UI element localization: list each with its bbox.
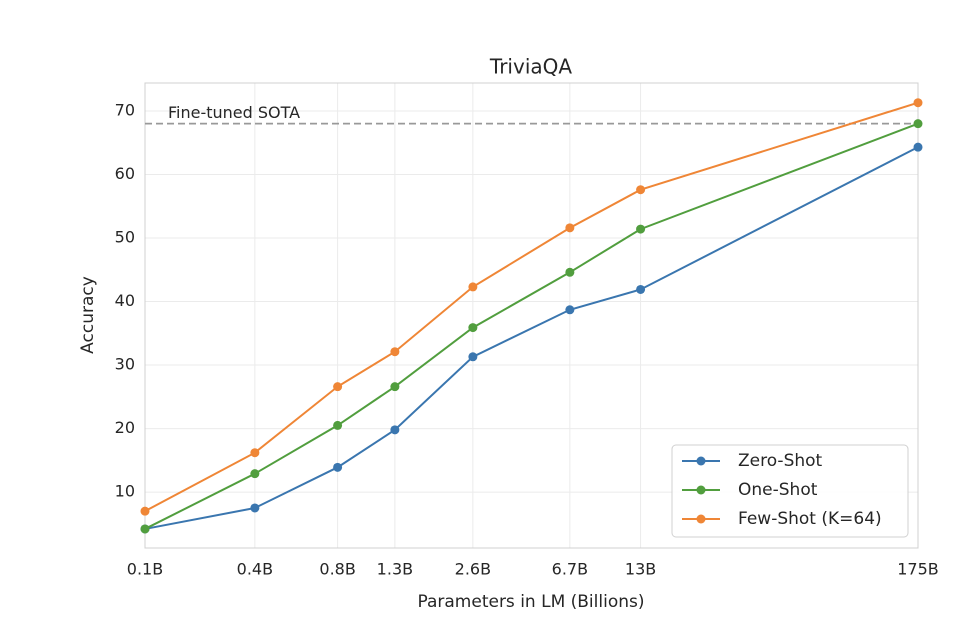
data-point <box>913 142 923 152</box>
data-point <box>250 448 260 458</box>
data-point <box>250 469 260 479</box>
legend-marker <box>696 514 706 524</box>
legend-marker <box>696 485 706 495</box>
x-axis-label: Parameters in LM (Billions) <box>417 592 644 612</box>
x-tick-label: 0.1B <box>127 560 163 579</box>
legend-label: One-Shot <box>738 480 818 500</box>
legend-box <box>671 444 909 538</box>
y-tick-label: 40 <box>115 291 135 310</box>
reference-label: Fine-tuned SOTA <box>168 103 300 122</box>
y-axis-label: Accuracy <box>78 276 98 354</box>
y-tick-label: 10 <box>115 482 135 501</box>
series-line <box>144 101 919 513</box>
data-point <box>468 282 478 292</box>
x-tick-label: 6.7B <box>552 560 588 579</box>
data-point <box>250 503 260 513</box>
data-point <box>913 98 923 108</box>
y-tick-label: 50 <box>115 228 135 247</box>
legend-marker <box>696 456 706 466</box>
x-tick-label: 2.6B <box>455 560 491 579</box>
data-point <box>333 462 343 472</box>
data-point <box>636 284 646 294</box>
legend-label: Few-Shot (K=64) <box>738 509 882 529</box>
y-tick-label: 60 <box>115 164 135 183</box>
x-tick-label: 175B <box>897 560 939 579</box>
legend-label: Zero-Shot <box>738 451 823 471</box>
data-point <box>333 420 343 430</box>
y-tick-label: 30 <box>115 355 135 374</box>
data-point <box>140 506 150 516</box>
grid <box>144 83 919 548</box>
data-point <box>468 352 478 362</box>
data-point <box>140 524 150 534</box>
data-point <box>913 119 923 129</box>
legend: Zero-Shot One-Shot Few-Shot (K=64) <box>671 444 909 538</box>
x-tick-label: 13B <box>625 560 656 579</box>
data-point <box>565 223 575 233</box>
x-tick-label: 0.8B <box>319 560 355 579</box>
data-point <box>468 323 478 333</box>
x-tick-label: 1.3B <box>377 560 413 579</box>
data-point <box>333 382 343 392</box>
chart-title: TriviaQA <box>489 55 572 79</box>
data-point <box>390 425 400 435</box>
series-line <box>144 122 919 530</box>
data-point <box>565 267 575 277</box>
data-point <box>565 305 575 315</box>
x-tick-label: 0.4B <box>237 560 273 579</box>
data-point <box>390 382 400 392</box>
series-line <box>144 146 919 530</box>
data-point <box>636 185 646 195</box>
y-tick-label: 70 <box>115 100 135 119</box>
data-point <box>390 347 400 357</box>
data-point <box>636 224 646 234</box>
plot-frame <box>144 82 919 549</box>
y-tick-label: 20 <box>115 418 135 437</box>
